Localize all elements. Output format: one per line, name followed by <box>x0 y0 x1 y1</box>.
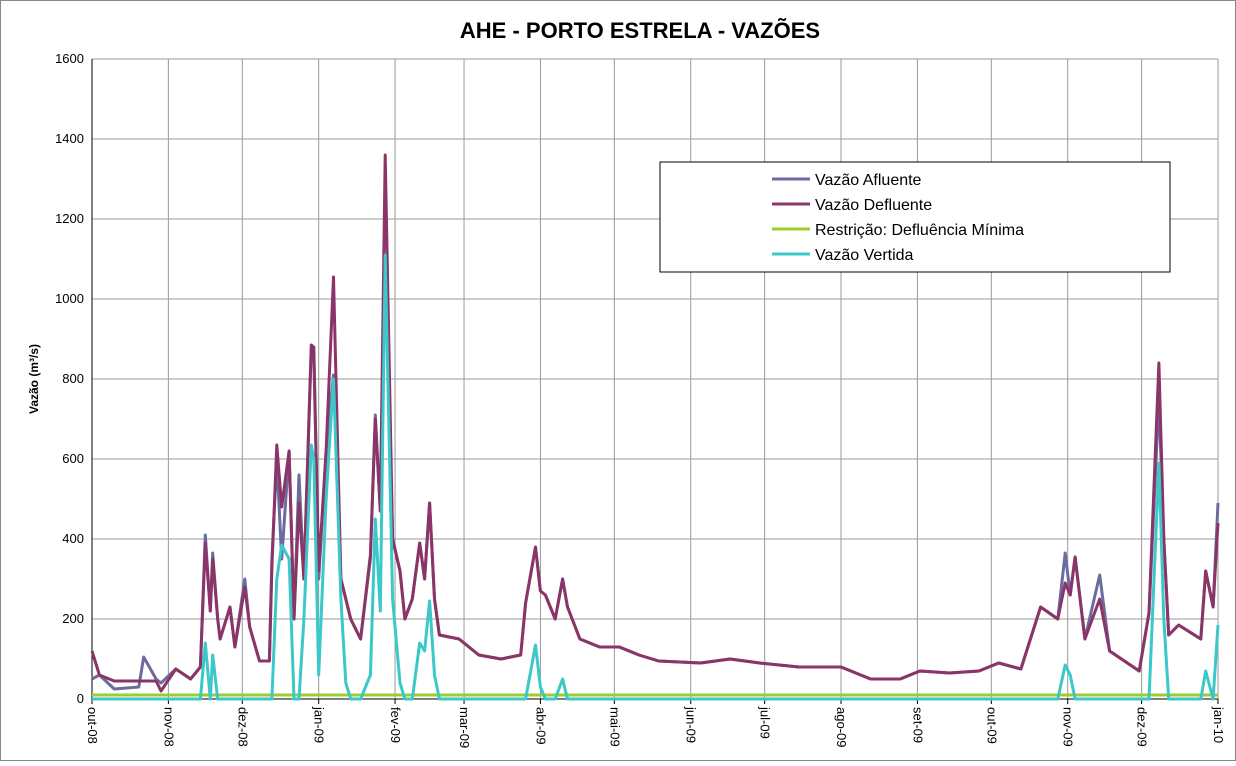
x-tick-label: mar-09 <box>457 707 472 748</box>
y-tick-label: 600 <box>62 451 84 466</box>
chart-title: AHE - PORTO ESTRELA - VAZÕES <box>460 18 820 43</box>
legend-box <box>659 161 1171 273</box>
x-tick-label: abr-09 <box>533 707 548 745</box>
x-tick-label: ago-09 <box>834 707 849 747</box>
y-tick-label: 800 <box>62 371 84 386</box>
x-tick-label: dez-09 <box>1135 707 1150 747</box>
x-tick-label: out-09 <box>984 707 999 744</box>
legend-label: Restrição: Defluência Mínima <box>815 222 1024 239</box>
y-tick-label: 1200 <box>55 211 84 226</box>
x-tick-label: nov-09 <box>1061 707 1076 747</box>
x-tick-label: nov-08 <box>161 707 176 747</box>
y-tick-label: 1000 <box>55 291 84 306</box>
y-tick-label: 200 <box>62 611 84 626</box>
y-tick-label: 1600 <box>55 51 84 66</box>
x-tick-label: jul-09 <box>758 706 773 739</box>
series-line <box>90 153 1220 693</box>
x-tick-label: set-09 <box>910 707 925 743</box>
x-tick-label: mai-09 <box>607 707 622 747</box>
y-tick-label: 1400 <box>55 131 84 146</box>
x-tick-label: out-08 <box>85 707 100 744</box>
x-tick-label: fev-09 <box>388 707 403 743</box>
y-tick-label: 400 <box>62 531 84 546</box>
legend-label: Vazão Defluente <box>815 197 932 214</box>
x-tick-label: jun-09 <box>684 706 699 743</box>
legend-label: Vazão Vertida <box>815 247 914 264</box>
x-tick-label: jan-10 <box>1211 706 1226 743</box>
series-line <box>92 253 1220 701</box>
y-tick-label: 0 <box>77 691 84 706</box>
x-tick-label: jan-09 <box>312 706 327 743</box>
x-tick-label: dez-08 <box>235 707 250 747</box>
legend-label: Vazão Afluente <box>815 172 922 189</box>
y-axis-label: Vazão (m³/s) <box>27 344 41 414</box>
